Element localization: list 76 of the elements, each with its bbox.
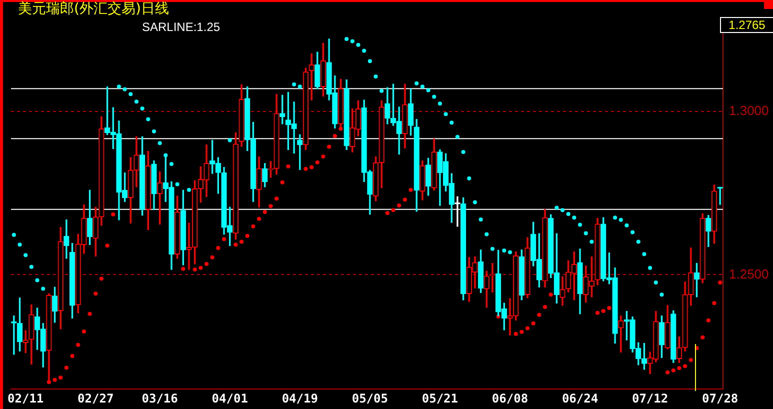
x-tick-label: 02/27 bbox=[78, 391, 114, 406]
point bbox=[228, 138, 232, 142]
point bbox=[438, 102, 442, 106]
point bbox=[169, 162, 174, 166]
point bbox=[502, 248, 506, 253]
point bbox=[292, 82, 296, 86]
point bbox=[18, 242, 22, 247]
point bbox=[374, 74, 378, 79]
point bbox=[12, 232, 16, 237]
point bbox=[508, 250, 512, 254]
point bbox=[368, 59, 372, 64]
point bbox=[420, 84, 424, 89]
point bbox=[350, 39, 354, 44]
x-tick-label: 05/05 bbox=[352, 391, 388, 406]
point bbox=[187, 188, 191, 192]
point bbox=[444, 112, 448, 116]
point bbox=[484, 232, 489, 236]
point bbox=[414, 81, 419, 86]
point bbox=[467, 176, 472, 180]
point bbox=[560, 208, 565, 212]
point bbox=[426, 88, 430, 92]
x-tick-label: 04/01 bbox=[212, 391, 248, 406]
point bbox=[35, 278, 40, 282]
point bbox=[152, 129, 156, 134]
point bbox=[630, 230, 635, 234]
y-tick-label: 1.3000 bbox=[729, 103, 769, 118]
point bbox=[455, 134, 460, 139]
point bbox=[478, 218, 483, 222]
point bbox=[122, 87, 127, 92]
point bbox=[642, 252, 646, 256]
chart-title: 美元瑞郎(外汇交易)日线 bbox=[18, 1, 169, 18]
point bbox=[648, 266, 652, 270]
point bbox=[29, 264, 34, 269]
point bbox=[344, 36, 349, 41]
point bbox=[654, 280, 658, 285]
x-tick-label: 07/28 bbox=[702, 391, 738, 406]
point bbox=[660, 292, 664, 297]
point bbox=[636, 240, 640, 244]
point bbox=[578, 222, 582, 227]
point bbox=[432, 94, 436, 99]
text: 1.2765 bbox=[720, 17, 773, 33]
point bbox=[566, 212, 570, 216]
point bbox=[584, 231, 588, 236]
point bbox=[450, 120, 454, 125]
y-tick-label: 1.2500 bbox=[729, 266, 769, 282]
point bbox=[613, 216, 618, 220]
x-tick-label: 02/11 bbox=[8, 391, 44, 406]
point bbox=[490, 246, 494, 251]
point bbox=[134, 100, 138, 104]
point bbox=[356, 42, 360, 47]
x-tick-label: 03/16 bbox=[142, 391, 178, 406]
point bbox=[590, 240, 594, 244]
point bbox=[380, 88, 384, 93]
point bbox=[140, 106, 144, 111]
point bbox=[116, 84, 121, 89]
point bbox=[175, 182, 180, 186]
point bbox=[624, 223, 629, 228]
point bbox=[146, 117, 150, 122]
point bbox=[572, 216, 576, 220]
point bbox=[362, 48, 366, 53]
point bbox=[298, 84, 302, 89]
x-tick-label: 05/21 bbox=[422, 391, 458, 406]
point bbox=[24, 253, 28, 258]
x-tick-label: 06/08 bbox=[492, 391, 528, 406]
point bbox=[158, 141, 162, 146]
candlestick bbox=[308, 53, 314, 100]
point bbox=[461, 150, 466, 154]
point bbox=[41, 286, 46, 291]
annotation: SARLINE:1.25 bbox=[142, 20, 220, 34]
x-tick-label: 06/24 bbox=[562, 391, 598, 406]
point bbox=[618, 218, 623, 222]
x-tick-label: 04/19 bbox=[282, 391, 318, 406]
point bbox=[554, 206, 559, 210]
point bbox=[128, 92, 133, 96]
point bbox=[472, 200, 477, 204]
x-tick-label: 07/12 bbox=[632, 391, 668, 406]
